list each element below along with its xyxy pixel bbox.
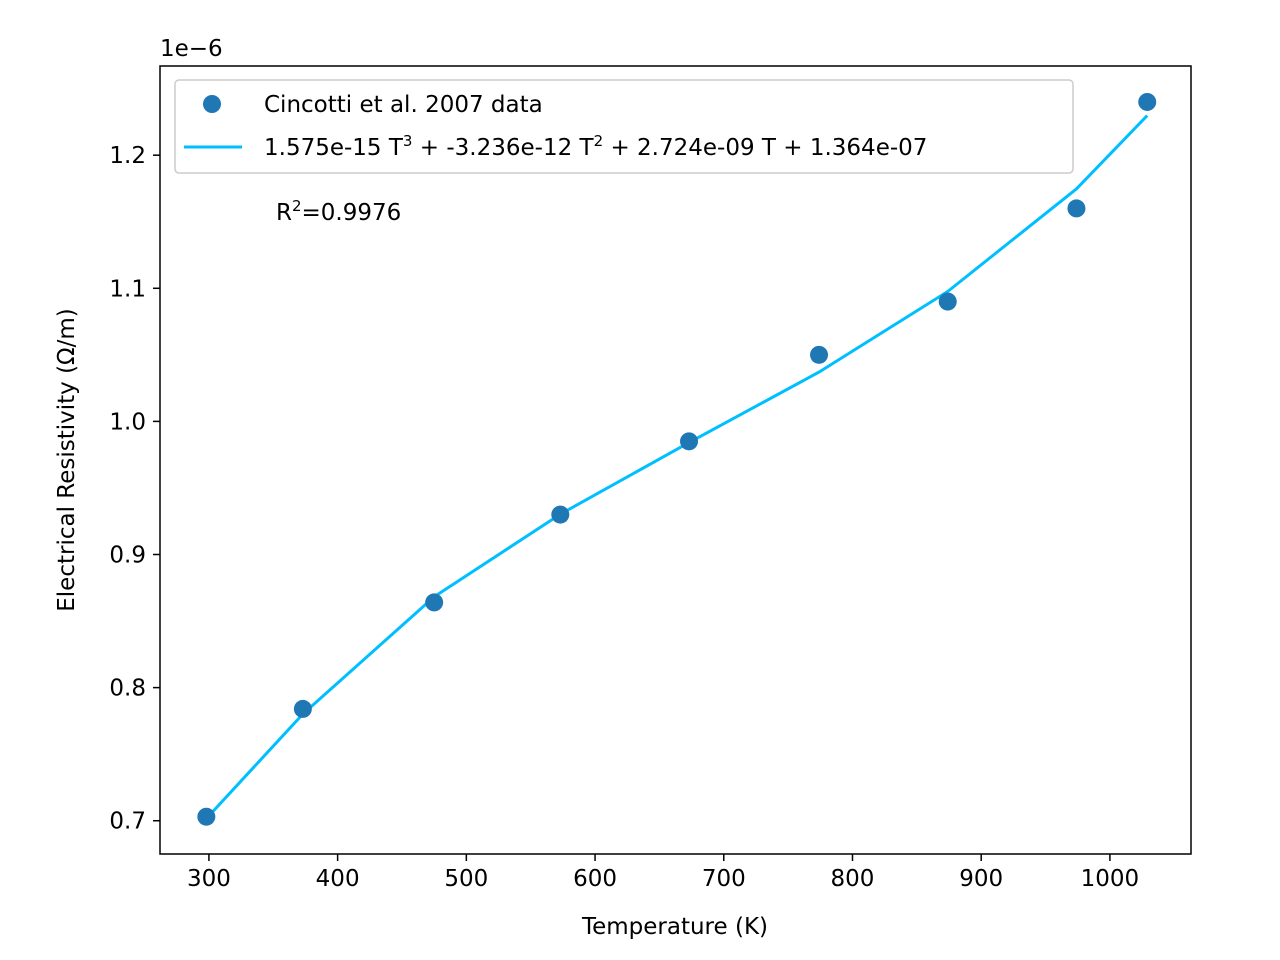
x-axis: 300 400 500 600 700 800 900 1000 bbox=[187, 854, 1139, 892]
data-point bbox=[197, 807, 216, 826]
y-tick-label: 1.2 bbox=[109, 143, 146, 169]
data-point bbox=[1138, 92, 1157, 111]
data-point bbox=[293, 699, 312, 718]
y-axis: 0.7 0.8 0.9 1.0 1.1 1.2 bbox=[109, 143, 160, 835]
plot-area bbox=[159, 65, 1192, 855]
y-tick-label: 0.7 bbox=[109, 809, 146, 835]
r-squared-value: =0.9976 bbox=[302, 200, 402, 226]
fit-term-linear: + 2.724e-09 T + 1.364e-07 bbox=[603, 135, 927, 161]
data-point bbox=[551, 505, 570, 524]
data-point bbox=[425, 593, 444, 612]
fit-exp-3: 3 bbox=[403, 132, 413, 150]
legend: Cincotti et al. 2007 data 1.575e-15 T3 +… bbox=[174, 79, 1074, 174]
y-offset-label: 1e−6 bbox=[160, 36, 223, 62]
y-tick-label: 1.1 bbox=[109, 276, 146, 302]
data-point bbox=[938, 292, 957, 311]
data-point bbox=[810, 345, 829, 364]
y-tick-label: 0.8 bbox=[109, 676, 146, 702]
x-tick-label: 600 bbox=[573, 866, 617, 892]
y-tick-label: 1.0 bbox=[109, 409, 146, 435]
x-axis-label: Temperature (K) bbox=[581, 914, 768, 940]
fit-term-cubic: 1.575e-15 T bbox=[264, 135, 404, 161]
legend-frame bbox=[174, 79, 1074, 174]
fit-exp-2: 2 bbox=[594, 132, 604, 150]
r-squared-prefix: R bbox=[276, 200, 292, 226]
fit-term-quadratic: + -3.236e-12 T bbox=[412, 135, 594, 161]
data-point bbox=[680, 432, 699, 451]
x-tick-label: 1000 bbox=[1081, 866, 1140, 892]
x-tick-label: 800 bbox=[831, 866, 875, 892]
x-tick-label: 500 bbox=[444, 866, 488, 892]
data-point bbox=[1067, 199, 1086, 218]
x-tick-label: 900 bbox=[959, 866, 1003, 892]
x-tick-label: 300 bbox=[187, 866, 231, 892]
x-tick-label: 700 bbox=[702, 866, 746, 892]
y-tick-label: 0.9 bbox=[109, 543, 146, 569]
r-squared-annotation: R2=0.9976 bbox=[276, 197, 401, 226]
y-axis-label: Electrical Resistivity (Ω/m) bbox=[54, 308, 80, 612]
legend-label-data: Cincotti et al. 2007 data bbox=[264, 92, 543, 118]
x-tick-label: 400 bbox=[316, 866, 360, 892]
r-squared-sup: 2 bbox=[292, 197, 302, 215]
legend-label-fit: 1.575e-15 T3 + -3.236e-12 T2 + 2.724e-09… bbox=[264, 132, 927, 161]
legend-marker-data bbox=[203, 95, 221, 113]
axes-frame bbox=[159, 65, 1192, 855]
